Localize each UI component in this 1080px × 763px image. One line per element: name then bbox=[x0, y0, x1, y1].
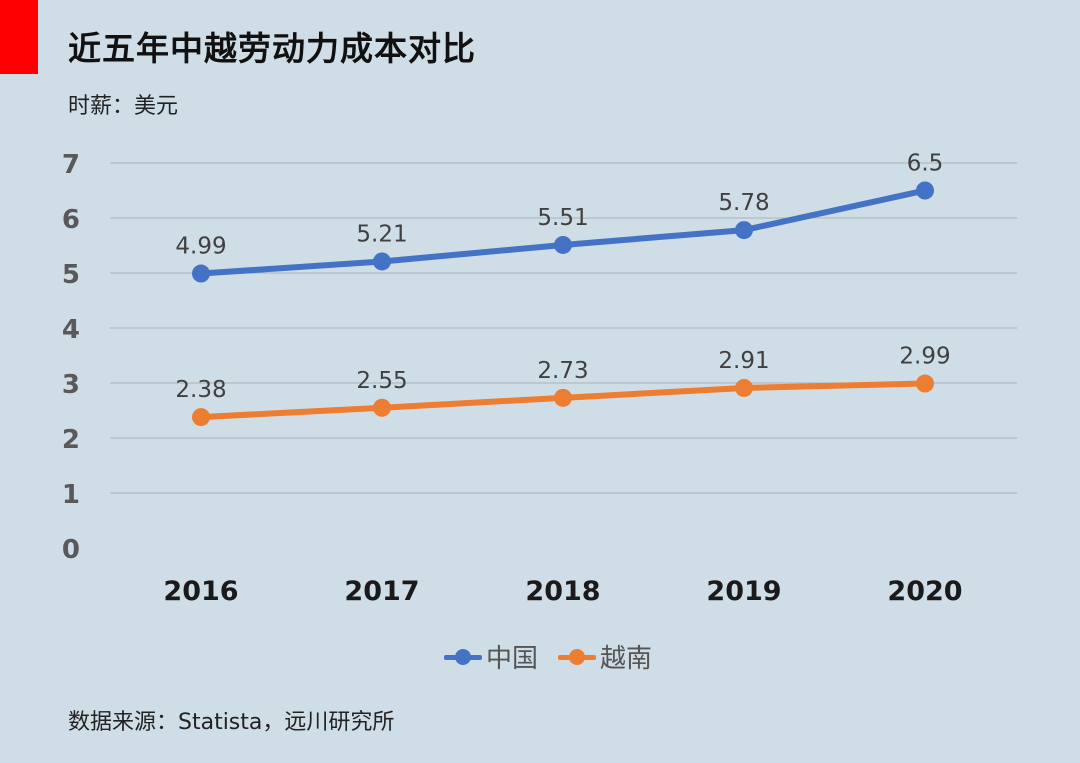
data-point bbox=[554, 388, 572, 407]
y-tick-label: 5 bbox=[62, 260, 80, 290]
data-label: 5.78 bbox=[718, 190, 769, 216]
data-point bbox=[192, 408, 210, 427]
data-label: 6.5 bbox=[907, 151, 944, 177]
data-point bbox=[735, 378, 753, 397]
data-label: 2.55 bbox=[356, 368, 407, 394]
x-tick-label: 2018 bbox=[525, 576, 600, 607]
data-label: 2.73 bbox=[537, 358, 588, 384]
legend-marker-vietnam bbox=[558, 647, 597, 667]
y-tick-label: 4 bbox=[62, 315, 80, 345]
x-tick-label: 2017 bbox=[344, 576, 419, 607]
data-point bbox=[916, 374, 934, 393]
legend-marker-china bbox=[444, 647, 482, 667]
data-label: 2.38 bbox=[175, 377, 226, 403]
data-label: 2.99 bbox=[899, 344, 950, 370]
y-tick-label: 6 bbox=[62, 205, 80, 235]
series-line-china bbox=[198, 187, 928, 277]
data-label: 5.51 bbox=[537, 205, 588, 231]
legend-label-vietnam: 越南 bbox=[600, 644, 653, 674]
data-point bbox=[554, 235, 572, 254]
y-tick-label: 7 bbox=[62, 150, 80, 180]
red-accent-bar bbox=[0, 0, 38, 74]
x-tick-label: 2016 bbox=[163, 576, 238, 607]
data-point bbox=[373, 398, 391, 417]
x-tick-label: 2020 bbox=[887, 576, 962, 607]
data-point bbox=[192, 264, 210, 283]
legend-item-vietnam: 越南 bbox=[558, 638, 652, 675]
legend-item-china: 中国 bbox=[444, 638, 538, 675]
legend-label-china: 中国 bbox=[486, 644, 539, 674]
y-tick-label: 3 bbox=[62, 370, 80, 400]
y-tick-label: 1 bbox=[62, 480, 80, 510]
unit-label: 时薪：美元 bbox=[68, 94, 179, 119]
y-tick-label: 2 bbox=[62, 425, 80, 455]
data-point bbox=[373, 252, 391, 271]
data-label: 2.91 bbox=[718, 348, 769, 374]
data-label: 4.99 bbox=[175, 234, 226, 260]
legend: 中国 越南 bbox=[444, 638, 652, 675]
data-point bbox=[735, 221, 753, 240]
chart-title: 近五年中越劳动力成本对比 bbox=[68, 29, 476, 68]
y-tick-label: 0 bbox=[62, 535, 80, 565]
data-point bbox=[916, 181, 934, 200]
x-tick-label: 2019 bbox=[706, 576, 781, 607]
data-label: 5.21 bbox=[356, 221, 407, 247]
data-source: 数据来源：Statista，远川研究所 bbox=[68, 710, 395, 735]
